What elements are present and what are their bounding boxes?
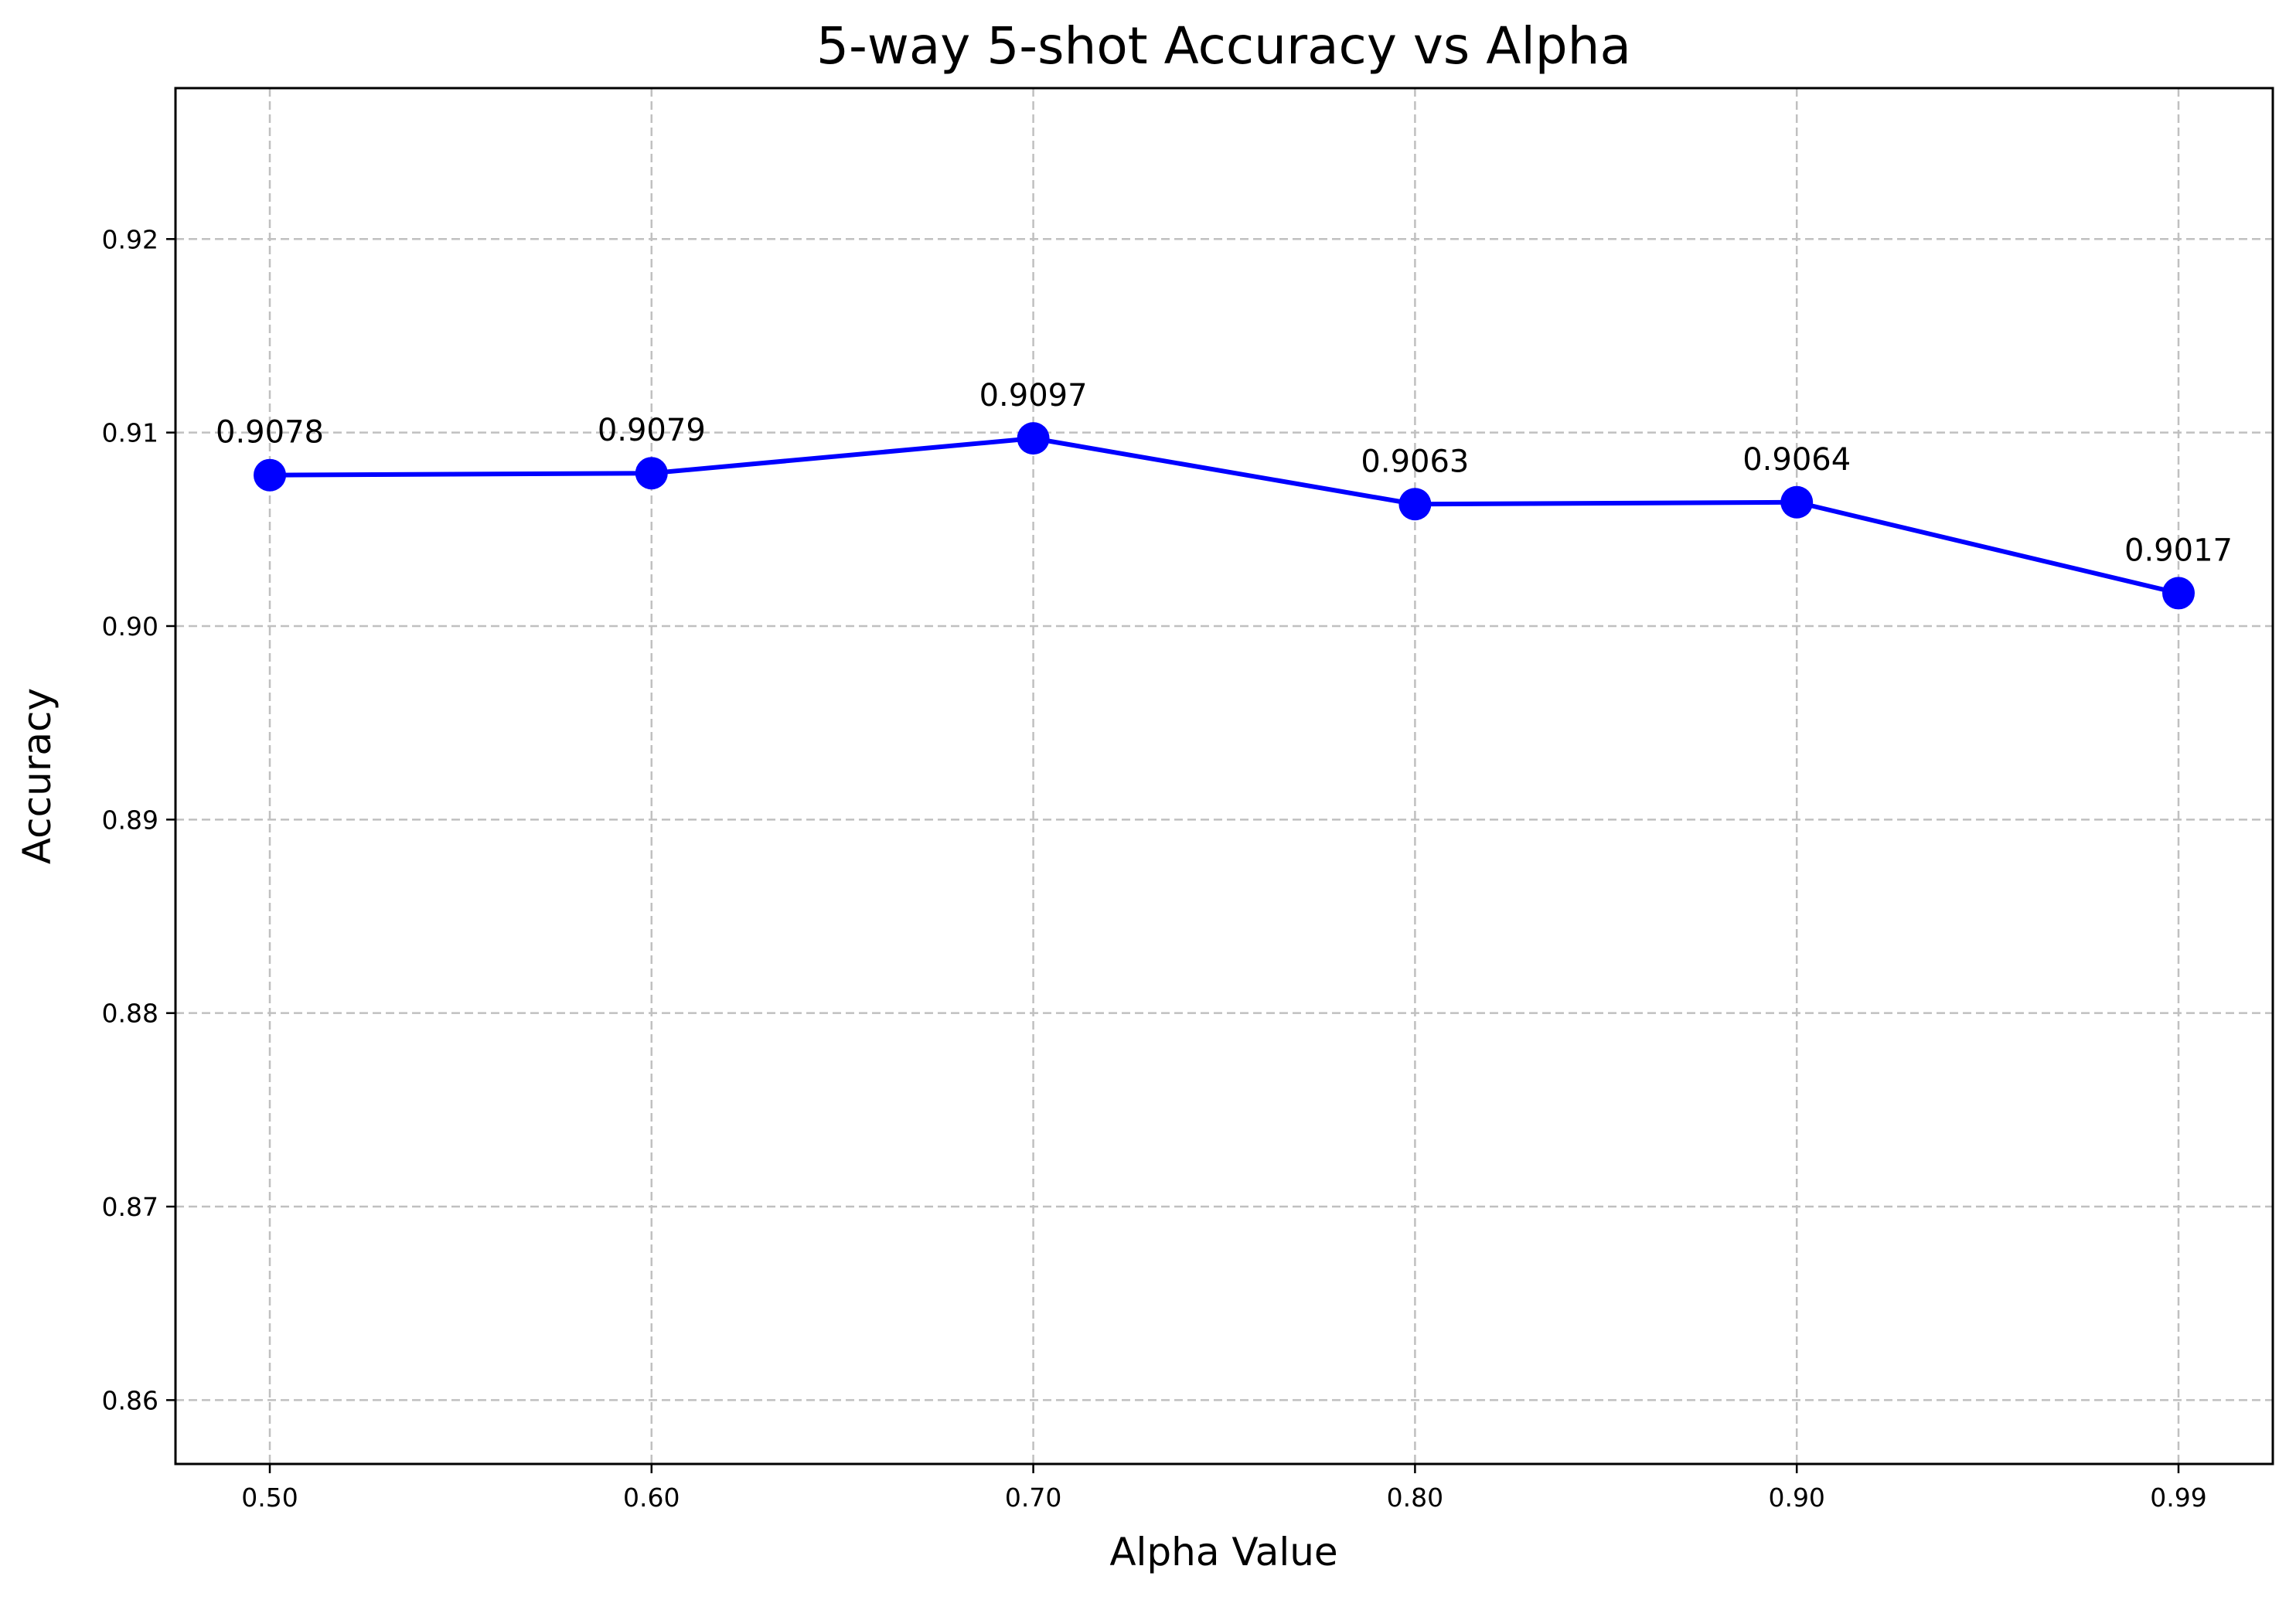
x-tick-label: 0.80: [1387, 1483, 1443, 1513]
y-tick-label: 0.87: [102, 1192, 158, 1222]
x-tick-label: 0.60: [623, 1483, 680, 1513]
y-axis-label: Accuracy: [15, 688, 60, 864]
x-tick-label: 0.50: [241, 1483, 298, 1513]
x-axis-label: Alpha Value: [1109, 1530, 1337, 1574]
data-point: [1780, 485, 1814, 519]
y-tick-label: 0.88: [102, 999, 158, 1029]
data-point: [635, 457, 668, 490]
chart-title: 5-way 5-shot Accuracy vs Alpha: [816, 16, 1631, 76]
data-label: 0.9079: [598, 413, 706, 448]
y-tick-label: 0.91: [102, 418, 158, 448]
x-tick-label: 0.99: [2150, 1483, 2206, 1513]
y-tick-label: 0.92: [102, 224, 158, 254]
plot-frame: [174, 87, 2274, 1466]
data-label: 0.9063: [1361, 444, 1469, 479]
x-tick-label: 0.90: [1768, 1483, 1824, 1513]
series-layer: 0.9078 0.9079 0.9097 0.9063 0.9064 0.9017: [216, 378, 2233, 610]
data-point: [254, 458, 286, 492]
axis-ticks: 0.50 0.60 0.70 0.80 0.90 0.99 0.86 0.87 0.88 0.89…: [102, 224, 2207, 1513]
data-label: 0.9064: [1742, 442, 1851, 478]
data-point: [2162, 577, 2195, 610]
data-label: 0.9078: [216, 415, 324, 451]
series-line: [269, 436, 2179, 596]
y-tick-label: 0.86: [102, 1385, 158, 1415]
grid-lines: [175, 88, 2273, 1464]
data-point: [1017, 422, 1050, 455]
y-tick-label: 0.89: [102, 805, 158, 835]
data-label: 0.9017: [2124, 533, 2233, 568]
data-point: [1398, 488, 1432, 521]
data-label: 0.9097: [979, 378, 1088, 414]
y-tick-label: 0.90: [102, 611, 158, 642]
x-tick-label: 0.70: [1005, 1483, 1061, 1513]
